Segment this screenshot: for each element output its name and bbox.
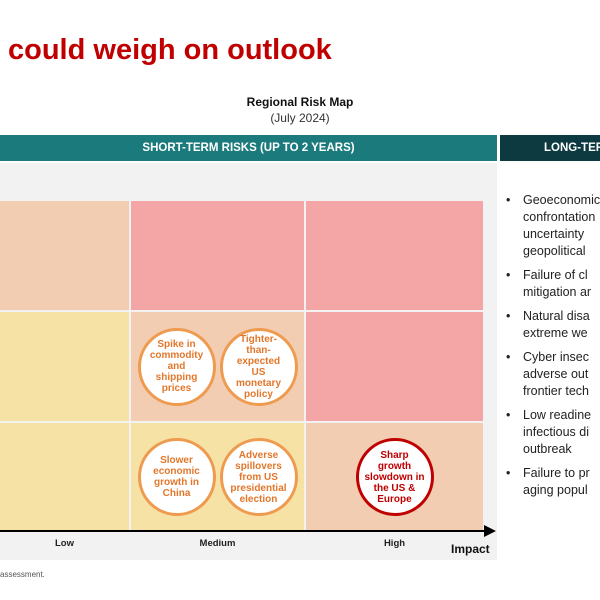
risk-zone-cell <box>306 201 483 310</box>
risk-zone-cell <box>306 312 483 421</box>
risk-zone-cell <box>131 201 304 310</box>
risk-marker-label: Spike in commodity and shipping prices <box>149 339 204 394</box>
risk-marker-label: Slower economic growth in China <box>153 455 200 499</box>
risk-marker-4: Sharp growth slowdown in the US & Europe <box>355 438 434 516</box>
long-term-risk-text: outbreak <box>523 442 572 456</box>
impact-tick-medium: Medium <box>199 538 236 549</box>
long-term-risk-text: geopolitical <box>523 244 586 258</box>
bullet-icon: • <box>506 309 511 323</box>
long-term-risk-text: Failure of cl <box>523 268 588 282</box>
long-term-risk-item: • Failure to pr aging popul <box>503 465 600 499</box>
risk-marker-label: Adverse spillovers from US presidential … <box>230 449 287 505</box>
risk-marker-label: Tighter-than-expected US monetary policy <box>235 333 281 400</box>
impact-axis-label: Impact <box>451 542 490 556</box>
long-term-risk-item: • Failure of cl mitigation ar <box>503 267 600 301</box>
risk-marker-label: Sharp growth slowdown in the US & Europe <box>364 449 425 505</box>
long-term-risk-text: Failure to pr <box>523 466 590 480</box>
long-term-risk-text: confrontation <box>523 210 596 224</box>
bullet-icon: • <box>506 268 511 282</box>
chart-title: Regional Risk Map <box>246 95 354 109</box>
risk-zone-cell <box>0 312 129 421</box>
long-term-risk-item: • Low readine infectious di outbreak <box>503 407 600 458</box>
long-term-risk-text: Natural disa <box>523 309 590 323</box>
risk-marker-1: Tighter-than-expected US monetary policy <box>219 327 298 406</box>
long-term-risk-list: • Geoeconomic confrontation uncertainty geop… <box>503 192 600 506</box>
long-term-risk-text: infectious di <box>523 425 590 439</box>
bullet-icon: • <box>506 466 511 480</box>
risk-zone-cell <box>0 423 129 531</box>
long-term-risk-text: extreme we <box>523 326 588 340</box>
bullet-icon: • <box>506 408 511 422</box>
long-term-risk-text: mitigation ar <box>523 285 592 299</box>
chart-subtitle: (July 2024) <box>270 111 330 125</box>
bullet-icon: • <box>506 350 511 364</box>
long-term-risk-item: • Geoeconomic confrontation uncertainty geop… <box>503 192 600 260</box>
long-term-risk-text: uncertainty <box>523 227 585 241</box>
long-term-risk-item: • Cyber insec adverse out frontier tech <box>503 349 600 400</box>
page-headline: could weigh on outlook <box>8 34 332 66</box>
bullet-icon: • <box>506 193 511 207</box>
impact-tick-high: High <box>383 538 406 549</box>
short-term-risks-header: SHORT-TERM RISKS (UP TO 2 YEARS) <box>0 135 497 161</box>
long-term-risk-item: • Natural disa extreme we <box>503 308 600 342</box>
long-term-risk-text: adverse out <box>523 367 589 381</box>
long-term-risk-text: frontier tech <box>523 384 590 398</box>
long-term-risks-header: LONG-TERM <box>500 135 600 161</box>
footnote: assessment. <box>0 570 45 579</box>
risk-marker-3: Adverse spillovers from US presidential … <box>219 438 298 516</box>
long-term-risk-text: Low readine <box>523 408 592 422</box>
long-term-risk-text: aging popul <box>523 483 588 497</box>
risk-zone-cell <box>0 201 129 310</box>
long-term-risk-text: Geoeconomic <box>523 193 600 207</box>
risk-marker-2: Slower economic growth in China <box>137 438 216 516</box>
long-term-risk-text: Cyber insec <box>523 350 589 364</box>
risk-marker-0: Spike in commodity and shipping prices <box>137 327 216 406</box>
impact-tick-low: Low <box>55 538 74 549</box>
